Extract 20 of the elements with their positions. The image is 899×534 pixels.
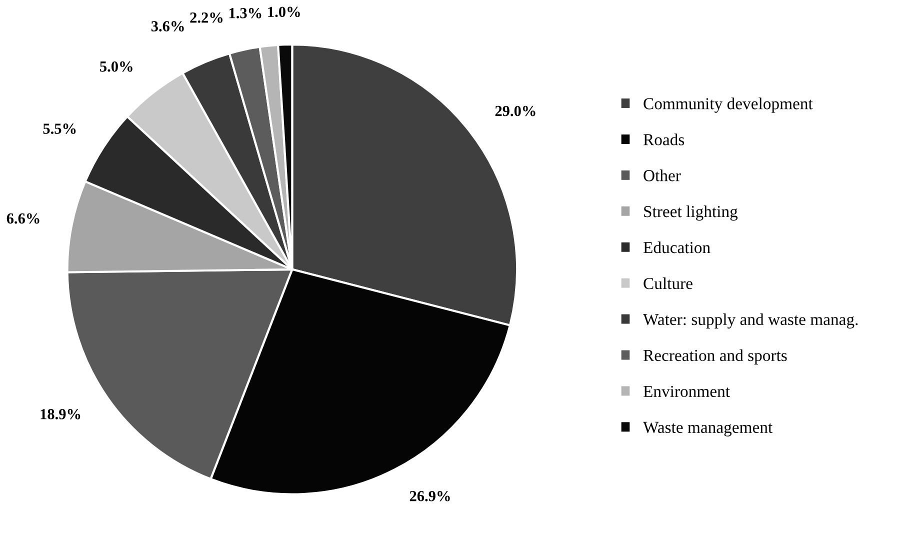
legend-label: Roads	[643, 134, 684, 146]
data-label: 18.9%	[40, 408, 80, 420]
data-label: 29.0%	[495, 106, 536, 116]
legend-label: Environment	[643, 386, 730, 398]
data-label: 26.9%	[410, 490, 450, 502]
data-label: 5.5%	[43, 124, 76, 134]
data-label: 3.6%	[151, 21, 184, 32]
legend-label: Recreation and sports	[643, 349, 787, 364]
data-label: 2.2%	[190, 12, 222, 23]
data-label: 1.0%	[268, 6, 300, 18]
legend-label: Water: supply and waste manag.	[643, 313, 858, 329]
legend-label: Other	[644, 170, 681, 182]
legend-label: Education	[643, 241, 710, 254]
data-label: 6.6%	[6, 213, 40, 224]
data-label: 1.3%	[229, 8, 262, 18]
legend-label: Waste management	[643, 422, 773, 436]
legend-label: Community development	[644, 98, 813, 113]
legend-label: Street lighting	[644, 205, 738, 221]
data-label: 5.0%	[100, 61, 132, 72]
legend-label: Culture	[644, 277, 692, 290]
